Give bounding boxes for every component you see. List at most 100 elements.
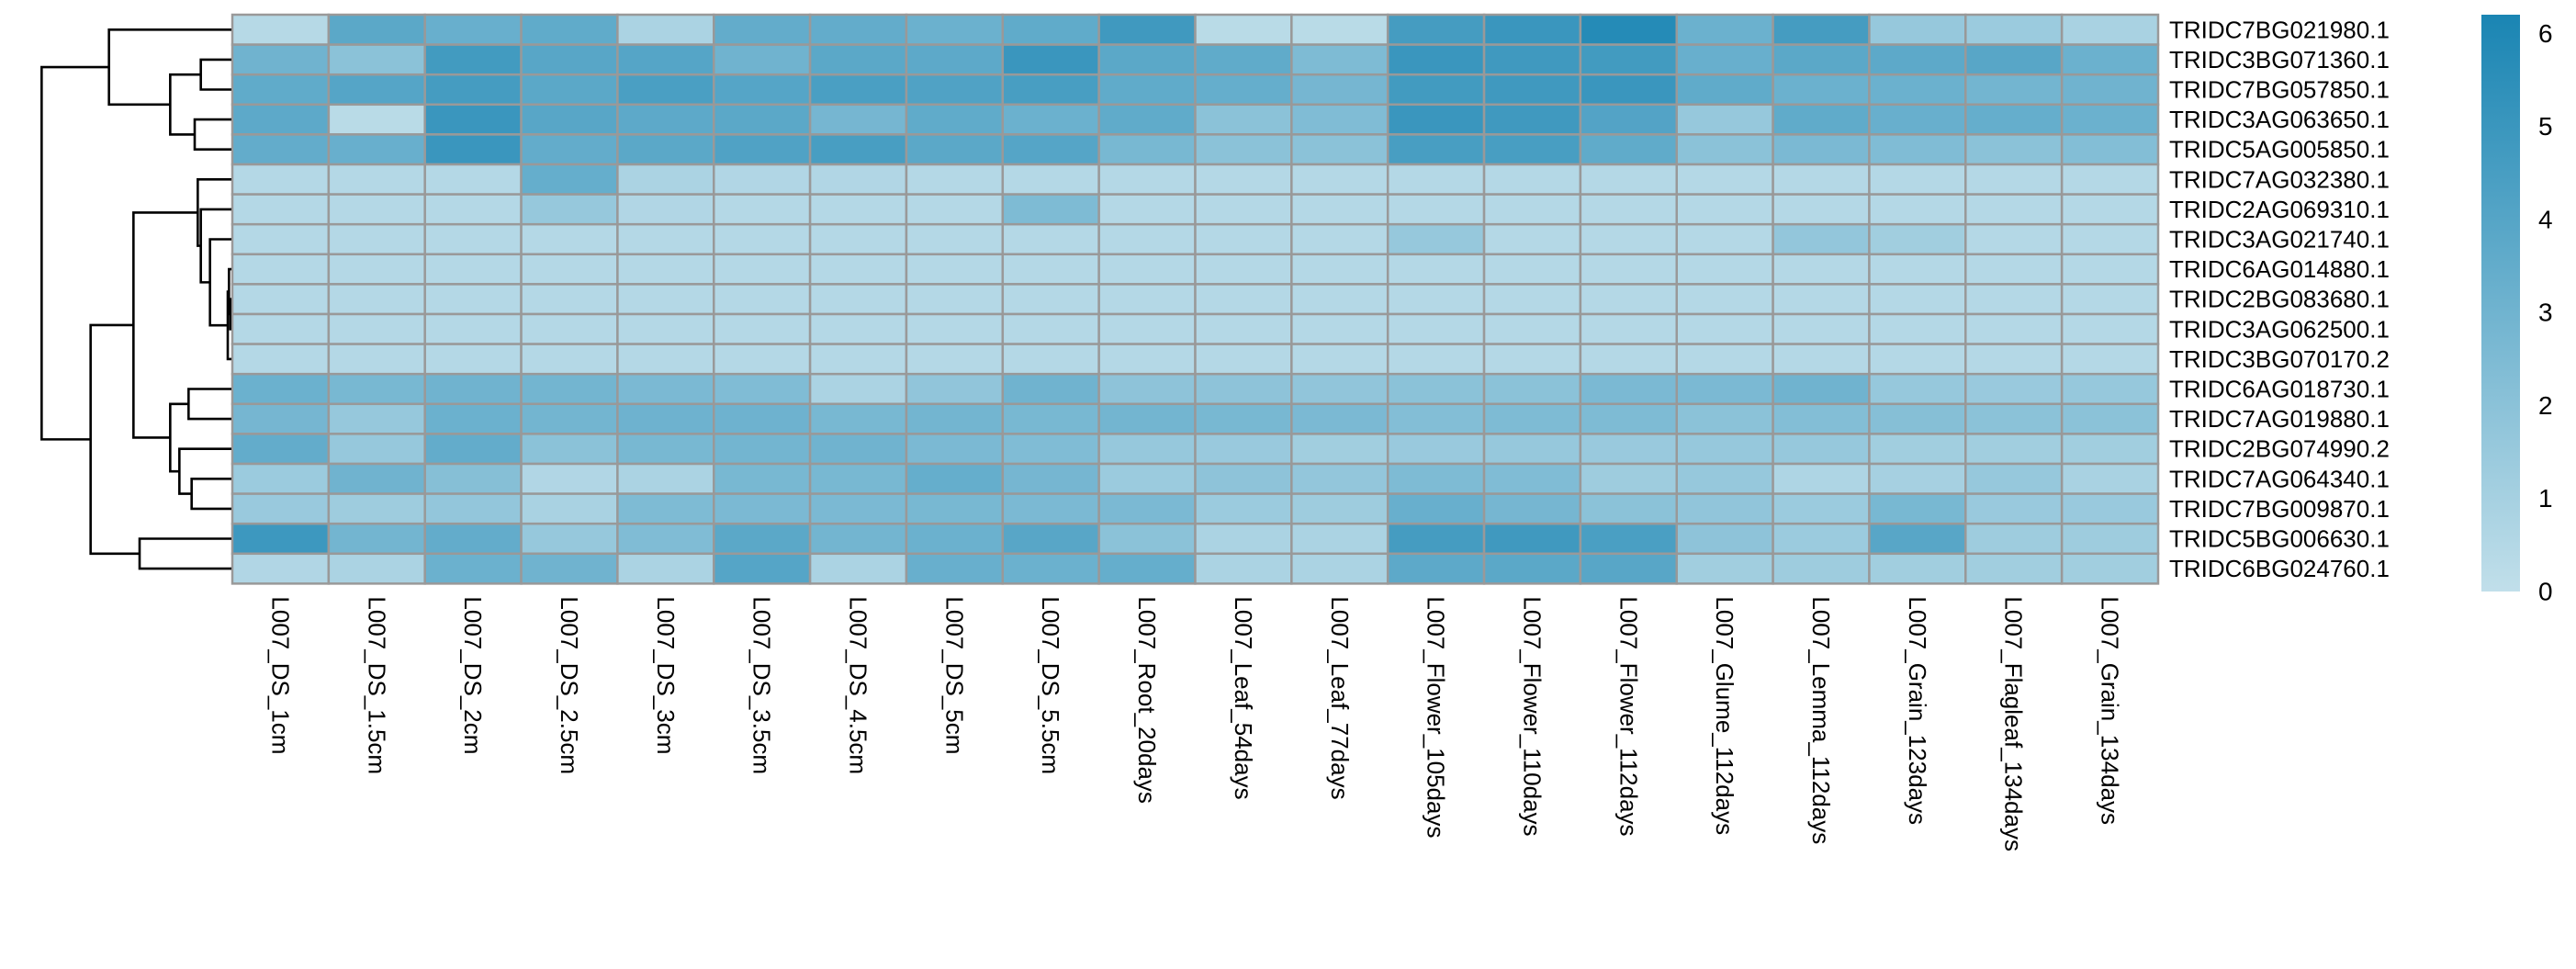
heatmap-cell (1772, 433, 1871, 466)
heatmap-cell (1964, 73, 2064, 107)
heatmap-cell (1772, 372, 1871, 406)
heatmap-cell (1290, 103, 1389, 136)
heatmap-cell (616, 402, 715, 435)
color-legend: 0 1 2 3 4 5 6 (2481, 15, 2553, 606)
legend-tick-label: 2 (2538, 391, 2553, 420)
heatmap-cell (713, 552, 812, 585)
heatmap-cell (713, 103, 812, 136)
heatmap-cell (2060, 133, 2160, 166)
legend-tick-label: 3 (2538, 299, 2553, 327)
column-label: L007_DS_2.5cm (556, 596, 583, 774)
row-label: TRIDC3BG071360.1 (2169, 46, 2390, 73)
heatmap-cell (1097, 492, 1197, 525)
heatmap-cell (1001, 193, 1100, 226)
heatmap-cell (1579, 372, 1679, 406)
heatmap-cell (520, 372, 619, 406)
heatmap-cell (327, 312, 426, 345)
heatmap-cell (1097, 552, 1197, 585)
heatmap-cell (423, 433, 523, 466)
column-labels: L007_DS_1cm L007_DS_1.5cm L007_DS_2cm L007_… (266, 596, 2123, 851)
heatmap-cell (1772, 522, 1871, 556)
heatmap-cell (1097, 222, 1197, 256)
dendrogram-link (138, 537, 231, 570)
heatmap-cell (423, 43, 523, 76)
heatmap-cell (1290, 492, 1389, 525)
heatmap-cell (905, 193, 1005, 226)
heatmap-cell (1097, 522, 1197, 556)
heatmap-cell (1194, 103, 1293, 136)
heatmap-cell (1386, 43, 1486, 76)
heatmap-cell (1772, 552, 1871, 585)
heatmap-cell (1868, 462, 1967, 495)
heatmap-cell (1097, 43, 1197, 76)
heatmap-cell (2060, 163, 2160, 196)
heatmap-cell (1001, 133, 1100, 166)
heatmap-cell (713, 312, 812, 345)
heatmap-cell (905, 402, 1005, 435)
heatmap-cell (231, 402, 331, 435)
heatmap-cell (231, 492, 331, 525)
heatmap-cell (1675, 133, 1774, 166)
heatmap-cell (1386, 163, 1486, 196)
heatmap-cell (1290, 222, 1389, 256)
heatmap-cell (1482, 343, 1582, 376)
heatmap-cell (808, 283, 908, 316)
heatmap-cell (808, 193, 908, 226)
heatmap-cell (616, 13, 715, 46)
heatmap-cell (905, 312, 1005, 345)
dendrogram-link (187, 388, 231, 421)
heatmap-cell (1194, 283, 1293, 316)
heatmap-cell (231, 133, 331, 166)
heatmap-cell (808, 13, 908, 46)
heatmap-cell (1868, 372, 1967, 406)
heatmap-cell (905, 433, 1005, 466)
heatmap-cell (2060, 43, 2160, 76)
heatmap-cell (1097, 343, 1197, 376)
heatmap-cell (423, 103, 523, 136)
heatmap-cell (2060, 433, 2160, 466)
column-label: L007_Leaf_54days (1230, 596, 1257, 799)
heatmap-cell (327, 43, 426, 76)
heatmap-cell (2060, 552, 2160, 585)
heatmap-cell (423, 343, 523, 376)
heatmap-cell (808, 222, 908, 256)
heatmap-cell (1675, 193, 1774, 226)
heatmap-cell (1290, 402, 1389, 435)
heatmap-cell (1482, 103, 1582, 136)
heatmap-cell (327, 402, 426, 435)
heatmap-cell (520, 522, 619, 556)
heatmap-cell (1001, 43, 1100, 76)
heatmap-cell (1001, 522, 1100, 556)
heatmap-cell (1194, 522, 1293, 556)
heatmap-cell (1579, 163, 1679, 196)
heatmap-cell (713, 222, 812, 256)
heatmap-cell (1097, 133, 1197, 166)
heatmap-cell (423, 13, 523, 46)
heatmap-cell (1386, 312, 1486, 345)
heatmap-cell (1194, 133, 1293, 166)
heatmap-cell (905, 522, 1005, 556)
heatmap-cell (1386, 402, 1486, 435)
heatmap-cell (1675, 492, 1774, 525)
heatmap-cell (1868, 283, 1967, 316)
heatmap-cell (1482, 222, 1582, 256)
heatmap-cell (1482, 433, 1582, 466)
heatmap-cell (616, 372, 715, 406)
heatmap-cell (808, 552, 908, 585)
heatmap-cell (713, 462, 812, 495)
heatmap-cell (2060, 372, 2160, 406)
heatmap-cell (1290, 283, 1389, 316)
heatmap-cell (1482, 312, 1582, 345)
column-label: L007_Leaf_77days (1326, 596, 1354, 799)
heatmap-cell (1772, 312, 1871, 345)
heatmap-cell (1579, 492, 1679, 525)
row-label: TRIDC5AG005850.1 (2169, 136, 2390, 163)
heatmap-cell (1097, 73, 1197, 107)
heatmap-cell (327, 193, 426, 226)
column-label: L007_DS_2cm (459, 596, 487, 754)
heatmap-cell (520, 43, 619, 76)
heatmap-cell (520, 222, 619, 256)
heatmap-cell (520, 552, 619, 585)
heatmap-cell (1386, 73, 1486, 107)
heatmap-cell (808, 43, 908, 76)
